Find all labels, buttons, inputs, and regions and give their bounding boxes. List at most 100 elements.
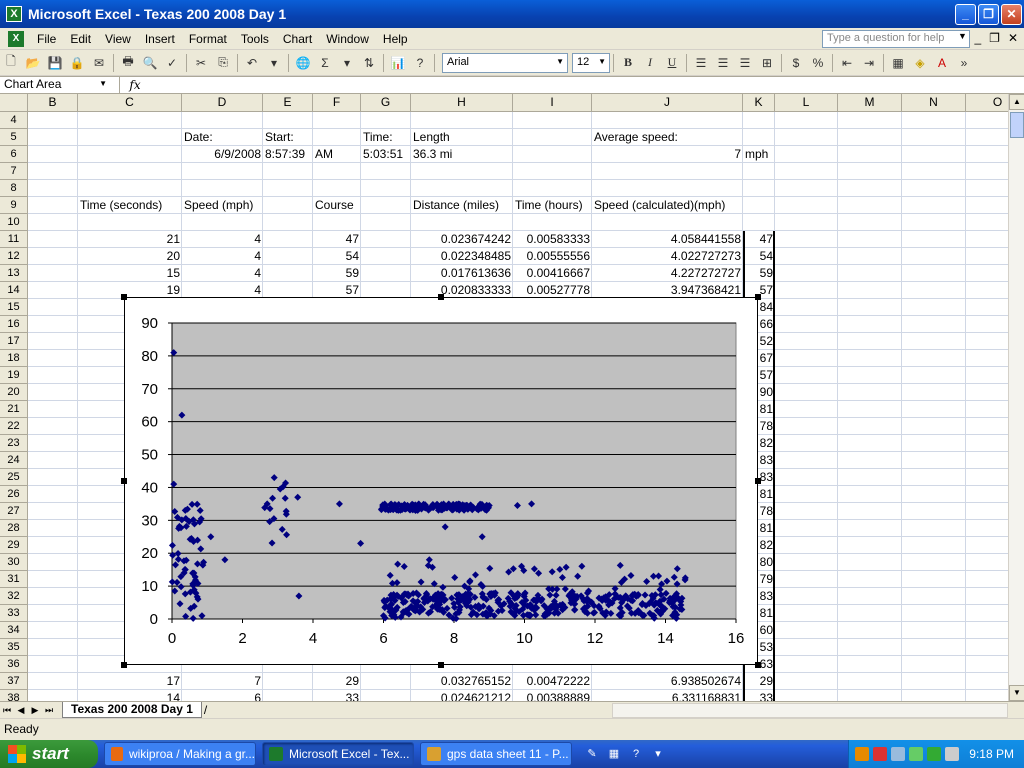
cell-j[interactable]: 3.947368421 bbox=[670, 283, 741, 297]
taskbar-item-firefox[interactable]: wikiproa / Making a gr... bbox=[104, 742, 256, 766]
cell-d6[interactable]: 6/9/2008 bbox=[214, 147, 261, 161]
row-header[interactable]: 14 bbox=[0, 282, 28, 299]
tray-network-icon[interactable] bbox=[891, 747, 906, 761]
row-header[interactable]: 4 bbox=[0, 112, 28, 129]
row-header[interactable]: 33 bbox=[0, 605, 28, 622]
menu-view[interactable]: View bbox=[105, 31, 131, 46]
tray-alert-icon[interactable] bbox=[873, 747, 888, 761]
col-header-g[interactable]: G bbox=[361, 94, 411, 112]
cell-h[interactable]: 0.022348485 bbox=[440, 249, 511, 263]
cell-k[interactable]: 60 bbox=[759, 623, 773, 637]
tray-volume-icon[interactable] bbox=[945, 747, 960, 761]
col-header-n[interactable]: N bbox=[902, 94, 966, 112]
cell-j[interactable]: 6.331168831 bbox=[671, 691, 741, 701]
cell-h[interactable]: 0.024621212 bbox=[440, 691, 511, 701]
copy-icon[interactable]: ⎘ bbox=[218, 55, 228, 69]
first-sheet-icon[interactable]: ⏮ bbox=[2, 704, 12, 715]
cell-k[interactable]: 67 bbox=[759, 351, 773, 365]
cell-k[interactable]: 81 bbox=[759, 402, 773, 416]
formula-input[interactable] bbox=[150, 77, 1024, 93]
cell-d[interactable]: 4 bbox=[254, 283, 261, 297]
cell-d[interactable]: 6 bbox=[254, 691, 261, 701]
chart-handle[interactable] bbox=[755, 294, 761, 300]
cell-k[interactable]: 53 bbox=[759, 640, 773, 654]
row-header[interactable]: 8 bbox=[0, 180, 28, 197]
minimize-doc-icon[interactable]: _ bbox=[974, 31, 982, 45]
cell-k[interactable]: 81 bbox=[759, 487, 773, 501]
menu-tools[interactable]: Tools bbox=[240, 31, 269, 46]
cell-c[interactable]: 14 bbox=[166, 691, 180, 701]
chart-handle[interactable] bbox=[438, 294, 444, 300]
cell-c[interactable]: 21 bbox=[166, 232, 180, 246]
chart-handle[interactable] bbox=[121, 294, 127, 300]
increase-indent-icon[interactable]: ⇥ bbox=[863, 55, 875, 70]
chevron-down-icon[interactable]: ▾ bbox=[270, 55, 278, 70]
cell-f[interactable]: 47 bbox=[345, 232, 359, 246]
underline-icon[interactable]: U bbox=[667, 55, 677, 69]
open-icon[interactable]: 📂 bbox=[25, 55, 41, 70]
cell-k[interactable]: 33 bbox=[759, 691, 773, 701]
row-header[interactable]: 36 bbox=[0, 656, 28, 673]
row-header[interactable]: 17 bbox=[0, 333, 28, 350]
cell-c[interactable]: 15 bbox=[166, 266, 180, 280]
restore-button[interactable]: ❐ bbox=[978, 3, 999, 25]
row-header[interactable]: 16 bbox=[0, 316, 28, 333]
row-header[interactable]: 19 bbox=[0, 367, 28, 384]
cell-k[interactable]: 54 bbox=[759, 249, 773, 263]
chart-handle[interactable] bbox=[438, 662, 444, 668]
start-button[interactable]: start bbox=[0, 740, 98, 768]
fill-color-icon[interactable]: ◈ bbox=[915, 55, 925, 70]
hyperlink-icon[interactable]: 🌐 bbox=[295, 55, 311, 70]
row-header[interactable]: 21 bbox=[0, 401, 28, 418]
autosum-icon[interactable]: Σ bbox=[321, 55, 329, 70]
close-button[interactable]: ✕ bbox=[1001, 3, 1022, 25]
help-icon[interactable]: ? bbox=[416, 55, 424, 70]
cell-c9[interactable]: Time (seconds) bbox=[80, 198, 163, 212]
chevron-down-icon[interactable]: ▾ bbox=[343, 55, 351, 70]
col-header-k[interactable]: K bbox=[743, 94, 775, 112]
cell-j[interactable]: 4.058441558 bbox=[670, 232, 741, 246]
row-header[interactable]: 10 bbox=[0, 214, 28, 231]
cell-h[interactable]: 0.020833333 bbox=[440, 283, 511, 297]
cell-f[interactable]: 54 bbox=[345, 249, 359, 263]
pen-tool-icon[interactable]: ✎ bbox=[587, 748, 597, 760]
row-header[interactable]: 30 bbox=[0, 554, 28, 571]
cell-k[interactable]: 80 bbox=[759, 555, 773, 569]
taskbar-item-excel[interactable]: Microsoft Excel - Tex... bbox=[262, 742, 414, 766]
cell-k6[interactable]: mph bbox=[745, 147, 769, 161]
row-header[interactable]: 5 bbox=[0, 129, 28, 146]
italic-icon[interactable]: I bbox=[648, 55, 652, 69]
cell-k[interactable]: 83 bbox=[759, 470, 773, 484]
cell-k[interactable]: 79 bbox=[759, 572, 773, 586]
row-header[interactable]: 18 bbox=[0, 350, 28, 367]
email-icon[interactable]: ✉ bbox=[93, 55, 105, 70]
cell-j6[interactable]: 7 bbox=[734, 147, 741, 161]
help-search-input[interactable]: Type a question for help bbox=[822, 30, 970, 48]
new-icon[interactable]: 🗋 bbox=[6, 54, 16, 68]
col-header-b[interactable]: B bbox=[28, 94, 78, 112]
cell-k[interactable]: 78 bbox=[759, 419, 773, 433]
tray-safely-remove-icon[interactable] bbox=[909, 747, 924, 761]
cell-i[interactable]: 0.00583333 bbox=[526, 232, 590, 246]
cell-j5[interactable]: Average speed: bbox=[594, 130, 678, 144]
cell-i[interactable]: 0.00416667 bbox=[526, 266, 590, 280]
fx-icon[interactable]: fx bbox=[129, 78, 141, 92]
col-header-e[interactable]: E bbox=[263, 94, 313, 112]
row-header[interactable]: 15 bbox=[0, 299, 28, 316]
decrease-indent-icon[interactable]: ⇤ bbox=[841, 55, 853, 70]
cell-j[interactable]: 6.938502674 bbox=[670, 674, 741, 688]
menu-edit[interactable]: Edit bbox=[70, 31, 92, 46]
sheet-tab[interactable]: Texas 200 2008 Day 1 bbox=[62, 702, 202, 718]
select-all-corner[interactable] bbox=[0, 94, 28, 112]
percent-icon[interactable]: % bbox=[812, 55, 824, 70]
cell-i[interactable]: 0.00527778 bbox=[526, 283, 590, 297]
cell-e5[interactable]: Start: bbox=[265, 130, 294, 144]
cell-h9[interactable]: Distance (miles) bbox=[413, 198, 500, 212]
restore-doc-icon[interactable]: ❐ bbox=[989, 31, 1000, 45]
menu-format[interactable]: Format bbox=[188, 31, 227, 46]
cell-c[interactable]: 20 bbox=[166, 249, 180, 263]
cell-c[interactable]: 19 bbox=[166, 283, 180, 297]
cell-d[interactable]: 4 bbox=[254, 249, 261, 263]
chevron-down-icon[interactable]: ▼ bbox=[958, 31, 967, 41]
document-icon[interactable]: X bbox=[8, 30, 24, 47]
